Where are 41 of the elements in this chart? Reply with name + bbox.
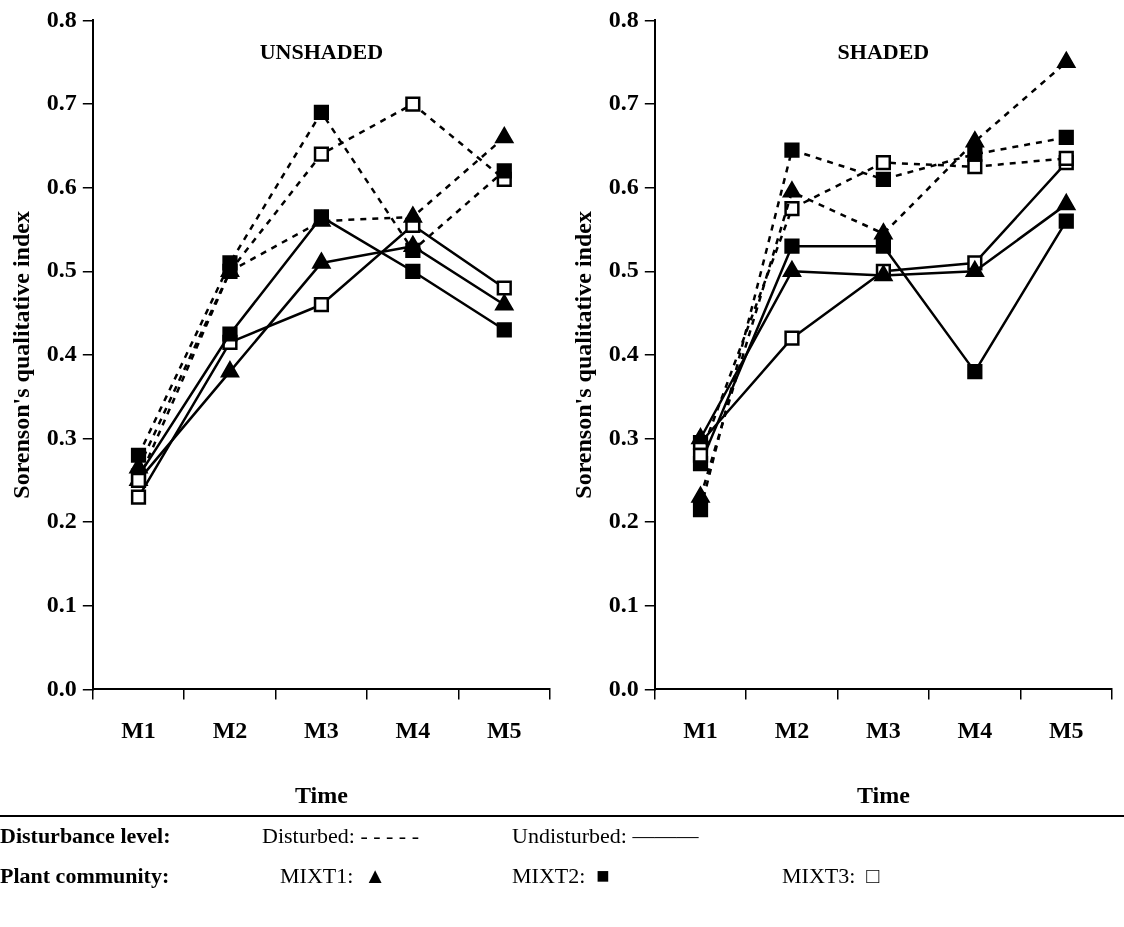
y-tick-label: 0.1 bbox=[608, 590, 639, 617]
y-tick-label: 0.7 bbox=[46, 89, 77, 116]
y-tick-label: 0.1 bbox=[46, 590, 77, 617]
y-axis-title: Sorenson's qualitative index bbox=[569, 211, 596, 499]
x-tick-label: M1 bbox=[121, 717, 156, 743]
y-tick-label: 0.2 bbox=[608, 507, 639, 534]
x-tick-label: M5 bbox=[1048, 717, 1084, 743]
y-tick-label: 0.6 bbox=[608, 172, 639, 199]
text: Plant community: bbox=[0, 863, 170, 889]
x-tick-label: M4 bbox=[957, 717, 993, 743]
y-tick-label: 0.5 bbox=[46, 256, 77, 283]
text: MIXT2: ■ bbox=[512, 863, 610, 889]
text: SHADED bbox=[837, 39, 930, 65]
text: UNSHADED bbox=[259, 39, 384, 65]
text: Disturbance level: bbox=[0, 823, 171, 849]
x-tick-label: M5 bbox=[486, 717, 522, 743]
y-tick-label: 0.4 bbox=[46, 340, 77, 367]
y-tick-label: 0.5 bbox=[608, 256, 639, 283]
y-tick-label: 0.0 bbox=[608, 674, 639, 701]
y-tick-label: 0.2 bbox=[46, 507, 77, 534]
text: Disturbed: - - - - - bbox=[262, 823, 420, 849]
x-tick-label: M1 bbox=[683, 717, 718, 743]
x-tick-label: M2 bbox=[212, 717, 248, 743]
text: MIXT1: ▲ bbox=[280, 863, 387, 889]
y-tick-label: 0.8 bbox=[46, 5, 77, 32]
x-tick-label: M2 bbox=[774, 717, 810, 743]
y-tick-label: 0.7 bbox=[608, 89, 639, 116]
x-tick-label: M3 bbox=[304, 717, 339, 743]
x-axis-title: Time bbox=[856, 781, 911, 808]
y-tick-label: 0.3 bbox=[46, 423, 77, 450]
y-axis-title: Sorenson's qualitative index bbox=[7, 211, 34, 499]
x-tick-label: M4 bbox=[395, 717, 431, 743]
y-tick-label: 0.3 bbox=[608, 423, 639, 450]
text: MIXT3: □ bbox=[782, 863, 880, 889]
y-tick-label: 0.4 bbox=[608, 340, 639, 367]
x-axis-title: Time bbox=[294, 781, 349, 808]
text: Undisturbed: ——— bbox=[512, 823, 699, 849]
y-tick-label: 0.6 bbox=[46, 172, 77, 199]
y-tick-label: 0.0 bbox=[46, 674, 77, 701]
y-tick-label: 0.8 bbox=[608, 5, 639, 32]
x-tick-label: M3 bbox=[866, 717, 901, 743]
